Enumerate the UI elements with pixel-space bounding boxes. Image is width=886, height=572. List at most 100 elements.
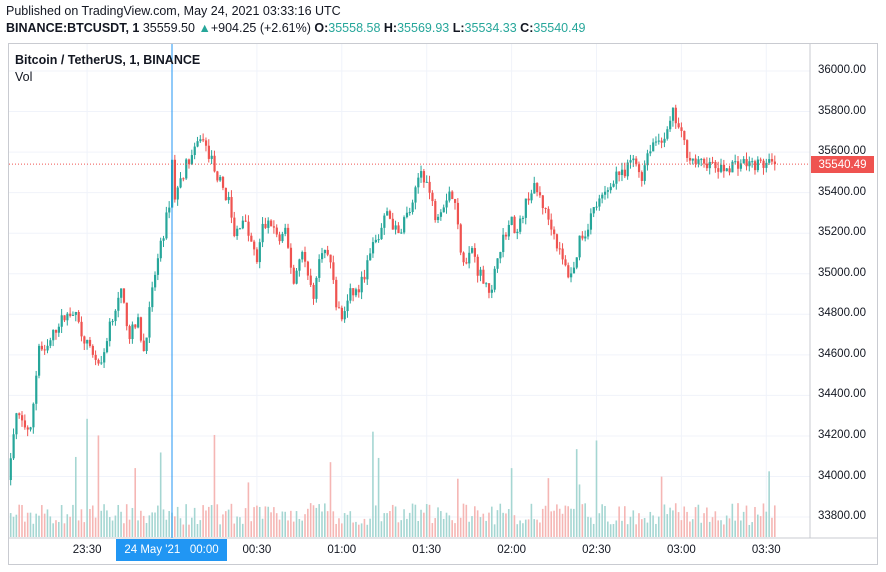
volume-bar bbox=[301, 520, 303, 537]
volume-bar bbox=[765, 511, 768, 537]
candle-body bbox=[29, 427, 32, 430]
volume-bar bbox=[476, 510, 479, 537]
candle-body bbox=[671, 107, 675, 121]
volume-bar bbox=[278, 519, 281, 537]
candle-body bbox=[77, 312, 80, 322]
volume-bar bbox=[128, 519, 131, 537]
volume-bar bbox=[448, 515, 451, 537]
volume-bar bbox=[400, 520, 403, 537]
candle-body bbox=[394, 225, 397, 230]
candle-body bbox=[530, 193, 533, 201]
volume-bar bbox=[457, 478, 459, 537]
candle-body bbox=[199, 139, 202, 142]
candle-body bbox=[717, 168, 720, 172]
candle-body bbox=[657, 140, 660, 142]
volume-bar bbox=[468, 521, 470, 537]
candle-body bbox=[731, 161, 734, 173]
candle-body bbox=[272, 226, 276, 228]
candle-body bbox=[241, 220, 244, 229]
volume-bar bbox=[106, 510, 108, 537]
volume-bar bbox=[680, 520, 683, 537]
candle-body bbox=[190, 155, 194, 165]
volume-bar bbox=[100, 510, 103, 537]
volume-bar bbox=[383, 513, 386, 537]
candle-body bbox=[315, 277, 318, 299]
volume-bar bbox=[287, 520, 289, 537]
volume-bar bbox=[267, 506, 270, 537]
volume-bar bbox=[89, 508, 91, 537]
volume-bar bbox=[295, 511, 298, 537]
candle-body bbox=[281, 233, 284, 242]
volume-bar bbox=[567, 506, 569, 537]
candle-body bbox=[247, 221, 250, 236]
candle-body bbox=[728, 168, 731, 173]
candle-body bbox=[57, 326, 60, 333]
candle-body bbox=[513, 216, 516, 234]
candle-body bbox=[708, 161, 711, 169]
candle-body bbox=[756, 159, 760, 171]
candle-body bbox=[550, 219, 553, 230]
volume-bar bbox=[207, 506, 210, 537]
candle-body bbox=[587, 229, 590, 237]
volume-bar bbox=[117, 504, 120, 537]
candle-body bbox=[204, 140, 208, 146]
volume-bar bbox=[485, 520, 487, 537]
candle-body bbox=[734, 161, 737, 163]
volume-bar bbox=[731, 503, 734, 537]
candle-body bbox=[722, 164, 726, 172]
candle-body bbox=[768, 159, 771, 163]
volume-bar bbox=[717, 520, 719, 537]
candle-body bbox=[451, 191, 454, 200]
candle-body bbox=[649, 151, 652, 154]
volume-bar bbox=[708, 521, 711, 537]
volume-bar bbox=[479, 517, 482, 537]
candle-body bbox=[711, 161, 714, 163]
volume-bar bbox=[547, 478, 550, 537]
volume-bar bbox=[564, 505, 567, 537]
volume-bar bbox=[52, 523, 54, 537]
volume-bar bbox=[474, 506, 476, 537]
volume-bar bbox=[411, 503, 414, 537]
candle-body bbox=[677, 123, 680, 128]
volume-bar bbox=[230, 503, 233, 537]
candle-body bbox=[309, 275, 312, 285]
candle-body bbox=[236, 228, 239, 236]
volume-bar bbox=[55, 520, 57, 537]
volume-bar bbox=[502, 512, 504, 537]
volume-bar bbox=[621, 520, 623, 537]
volume-bar bbox=[465, 504, 468, 537]
volume-bar bbox=[63, 523, 66, 537]
candle-body bbox=[578, 235, 581, 258]
volume-bar bbox=[425, 504, 428, 537]
x-tick-label: 00:30 bbox=[242, 544, 272, 556]
volume-bar bbox=[374, 505, 377, 537]
candle-body bbox=[275, 227, 278, 235]
volume-bar bbox=[530, 503, 533, 537]
volume-bar bbox=[298, 518, 301, 537]
volume-bar bbox=[352, 522, 354, 537]
y-tick-label: 36000.00 bbox=[818, 64, 866, 76]
candle-body bbox=[97, 359, 100, 364]
volume-bar bbox=[38, 515, 40, 537]
candle-body bbox=[753, 161, 757, 171]
volume-bar bbox=[677, 512, 680, 537]
volume-bar bbox=[471, 516, 473, 537]
candle-body bbox=[312, 284, 315, 299]
chart-legend-title: Bitcoin / TetherUS, 1, BINANCE bbox=[15, 53, 201, 67]
volume-bar bbox=[366, 524, 369, 537]
volume-bar bbox=[666, 514, 669, 537]
candle-body bbox=[765, 162, 768, 168]
candle-body bbox=[193, 146, 196, 156]
candle-body bbox=[442, 207, 445, 213]
candle-body bbox=[422, 171, 426, 183]
candle-body bbox=[43, 349, 46, 351]
candle-body bbox=[748, 161, 751, 167]
volume-bar bbox=[459, 517, 462, 537]
volume-bar bbox=[165, 519, 168, 537]
volume-bar bbox=[598, 513, 601, 537]
volume-bar bbox=[12, 516, 15, 537]
candle-body bbox=[462, 252, 465, 263]
candle-body bbox=[555, 234, 559, 249]
candle-body bbox=[156, 258, 160, 275]
